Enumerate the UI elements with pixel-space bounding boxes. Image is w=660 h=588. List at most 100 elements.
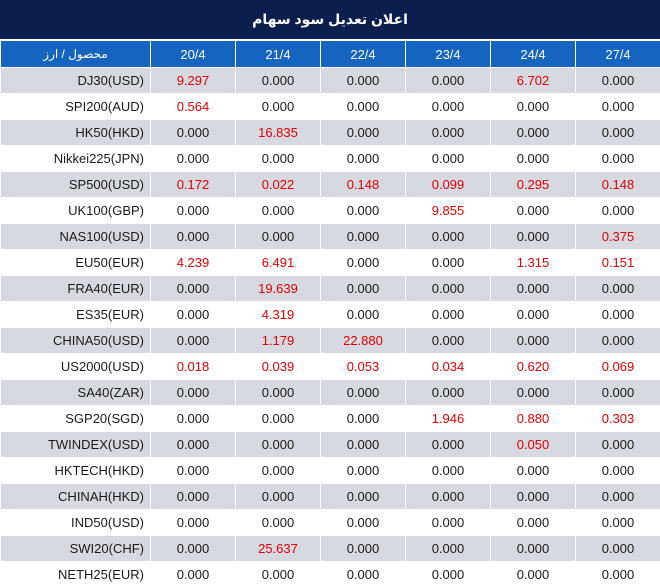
dividend-value: 0.000 — [321, 406, 406, 432]
dividend-value: 0.000 — [406, 276, 491, 302]
instrument-name: US2000(USD) — [1, 354, 151, 380]
dividend-value: 0.000 — [406, 146, 491, 172]
instrument-name: SGP20(SGD) — [1, 406, 151, 432]
dividend-value: 0.148 — [576, 172, 660, 198]
instrument-name: SWI20(CHF) — [1, 536, 151, 562]
dividend-value: 1.179 — [236, 328, 321, 354]
dividend-value: 0.000 — [321, 120, 406, 146]
dividend-value: 0.000 — [236, 562, 321, 588]
date-column-header: 22/4 — [321, 41, 406, 68]
dividend-value: 0.000 — [321, 198, 406, 224]
dividend-value: 0.000 — [491, 302, 576, 328]
dividend-value: 0.000 — [406, 536, 491, 562]
dividend-value: 0.000 — [151, 146, 236, 172]
instrument-name: DJ30(USD) — [1, 68, 151, 94]
dividend-value: 0.000 — [576, 484, 660, 510]
dividend-value: 0.564 — [151, 94, 236, 120]
dividend-value: 0.000 — [406, 250, 491, 276]
dividend-value: 0.000 — [151, 562, 236, 588]
header-row: محصول / ارز 20/4 21/4 22/4 23/4 24/4 27/… — [1, 41, 660, 68]
dividend-value: 0.000 — [406, 328, 491, 354]
dividend-value: 0.000 — [406, 562, 491, 588]
dividend-value: 0.000 — [491, 510, 576, 536]
instrument-name: SA40(ZAR) — [1, 380, 151, 406]
dividend-value: 0.069 — [576, 354, 660, 380]
dividend-value: 0.022 — [236, 172, 321, 198]
dividend-value: 0.000 — [321, 536, 406, 562]
dividend-value: 25.637 — [236, 536, 321, 562]
dividend-value: 0.000 — [321, 146, 406, 172]
dividend-value: 0.000 — [576, 562, 660, 588]
dividend-value: 22.880 — [321, 328, 406, 354]
dividend-value: 0.000 — [236, 406, 321, 432]
dividend-value: 9.297 — [151, 68, 236, 94]
dividend-value: 0.000 — [151, 406, 236, 432]
dividend-value: 0.000 — [576, 94, 660, 120]
dividend-value: 0.000 — [151, 120, 236, 146]
dividend-value: 0.000 — [406, 510, 491, 536]
date-column-header: 20/4 — [151, 41, 236, 68]
instrument-name: HKTECH(HKD) — [1, 458, 151, 484]
date-column-header: 23/4 — [406, 41, 491, 68]
dividend-value: 0.000 — [321, 380, 406, 406]
dividend-value: 0.000 — [151, 276, 236, 302]
dividend-value: 0.000 — [576, 198, 660, 224]
dividend-value: 0.620 — [491, 354, 576, 380]
dividend-value: 0.000 — [236, 224, 321, 250]
instrument-name: Nikkei225(JPN) — [1, 146, 151, 172]
dividend-value: 1.315 — [491, 250, 576, 276]
dividend-value: 0.000 — [151, 432, 236, 458]
dividend-value: 0.000 — [236, 198, 321, 224]
dividend-value: 0.000 — [491, 146, 576, 172]
instrument-name: SP500(USD) — [1, 172, 151, 198]
dividend-value: 0.000 — [236, 380, 321, 406]
dividend-value: 0.039 — [236, 354, 321, 380]
page-title: اعلان تعدیل سود سهام — [0, 0, 660, 40]
date-column-header: 24/4 — [491, 41, 576, 68]
dividend-value: 0.000 — [491, 380, 576, 406]
dividend-value: 16.835 — [236, 120, 321, 146]
dividend-value: 0.000 — [236, 94, 321, 120]
dividend-value: 0.000 — [576, 146, 660, 172]
instrument-name: EU50(EUR) — [1, 250, 151, 276]
dividend-value: 1.946 — [406, 406, 491, 432]
dividend-value: 0.000 — [576, 380, 660, 406]
dividend-value: 19.639 — [236, 276, 321, 302]
dividend-value: 0.000 — [406, 224, 491, 250]
dividend-value: 0.000 — [576, 120, 660, 146]
dividend-value: 0.000 — [321, 510, 406, 536]
dividend-value: 6.702 — [491, 68, 576, 94]
dividend-value: 4.239 — [151, 250, 236, 276]
instrument-name: IND50(USD) — [1, 510, 151, 536]
dividend-value: 0.000 — [321, 250, 406, 276]
dividend-value: 0.000 — [576, 536, 660, 562]
dividend-value: 0.000 — [491, 94, 576, 120]
dividend-value: 0.000 — [406, 68, 491, 94]
dividend-value: 0.000 — [151, 458, 236, 484]
dividend-value: 0.000 — [406, 458, 491, 484]
dividend-value: 0.000 — [321, 432, 406, 458]
dividend-value: 4.319 — [236, 302, 321, 328]
dividend-value: 0.000 — [491, 224, 576, 250]
instrument-name: CHINA50(USD) — [1, 328, 151, 354]
dividend-value: 0.000 — [321, 484, 406, 510]
dividend-value: 0.000 — [406, 432, 491, 458]
